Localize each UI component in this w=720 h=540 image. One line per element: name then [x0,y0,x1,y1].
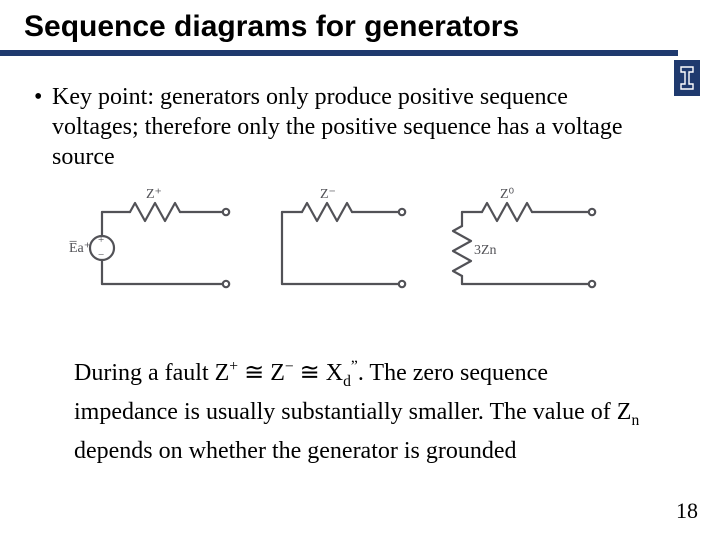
zero-z-label: Z⁰ [500,187,515,202]
explanation-text: During a fault Z+ ≅ Z− ≅ Xd”. The zero s… [74,352,656,466]
circuit-zero: Z⁰ 3Zn [453,187,595,287]
svg-text:+: + [98,234,104,246]
negative-z-label: Z⁻ [320,187,336,202]
positive-v-label: E̅a⁺ [69,241,91,256]
svg-text:−: − [98,249,104,261]
zero-n-label: 3Zn [474,243,497,258]
circuit-positive: + − E̅a⁺ Z⁺ [69,187,229,287]
explain-sub-n: n [631,412,639,429]
explain-seg-2: ≅ Z [238,360,285,386]
sequence-circuit-diagrams: + − E̅a⁺ Z⁺ [62,186,617,314]
explain-seg-3: ≅ X [294,360,343,386]
explain-sub-d: d [343,373,351,390]
page-number: 18 [676,498,698,524]
bullet-marker: • [34,82,52,172]
explain-sup-dd: ” [351,358,358,375]
title-rule [0,50,678,56]
slide-title: Sequence diagrams for generators [0,0,720,48]
positive-z-label: Z⁺ [146,187,162,202]
bullet-text: Key point: generators only produce posit… [52,82,660,172]
circuit-negative: Z⁻ [282,187,405,287]
explain-sup1: + [229,358,238,375]
explain-sup2: − [285,358,294,375]
illinois-logo-icon [674,60,700,96]
explain-seg-5: depends on whether the generator is grou… [74,438,517,464]
explain-seg-1: During a fault Z [74,360,229,386]
